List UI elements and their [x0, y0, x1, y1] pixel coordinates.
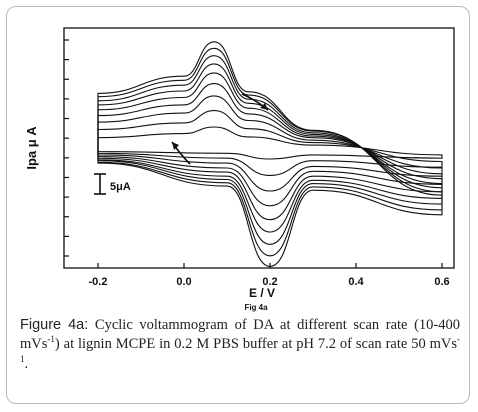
caption-text-1: Cyclic voltammogram of DA at different s…	[20, 317, 461, 352]
cv-curves	[97, 41, 443, 267]
x-ticks: -0.2 0.0 0.2 0.4 0.6	[89, 263, 450, 288]
figure-frame	[6, 6, 470, 404]
x-tick-label: 0.2	[262, 276, 277, 288]
x-axis-label: E / V	[249, 286, 275, 300]
cathodic-arrow-head	[172, 142, 179, 150]
cv-curve	[97, 47, 443, 257]
scale-bar: 5μA	[94, 173, 131, 195]
x-tick-label: -0.2	[89, 276, 108, 288]
x-tick-label: 0.6	[434, 276, 449, 288]
cv-curve	[97, 110, 443, 176]
cv-curve	[97, 55, 443, 245]
cv-curve	[97, 72, 443, 221]
caption-sup-1: -1	[47, 334, 55, 344]
cv-curve	[97, 95, 443, 192]
caption-text-3: .	[24, 356, 29, 372]
plot-area	[63, 27, 455, 269]
x-tick-label: 0.4	[348, 276, 364, 288]
cv-curve	[97, 41, 443, 267]
caption-sup-2: -1	[20, 334, 460, 364]
cv-curve	[97, 126, 443, 160]
figure-caption: Figure 4a: Cyclic voltammogram of DA at …	[20, 316, 460, 375]
y-ticks	[64, 39, 69, 257]
chart: -0.2 0.0 0.2 0.4 0.6 5μA Ipa μ A E / V Fig 4…	[24, 27, 455, 312]
x-tick-label: 0.0	[176, 276, 191, 288]
scale-bar-label: 5μA	[110, 181, 131, 193]
caption-lead: Figure 4a:	[20, 317, 89, 333]
y-axis-label: Ipa μ A	[24, 126, 39, 170]
figure-label: Fig 4a	[244, 303, 268, 312]
cv-curve	[97, 63, 443, 233]
anodic-arrow-head	[260, 103, 268, 110]
caption-text-2: ) at lignin MCPE in 0.2 M PBS buffer at …	[54, 336, 457, 352]
cv-curve	[97, 83, 443, 207]
